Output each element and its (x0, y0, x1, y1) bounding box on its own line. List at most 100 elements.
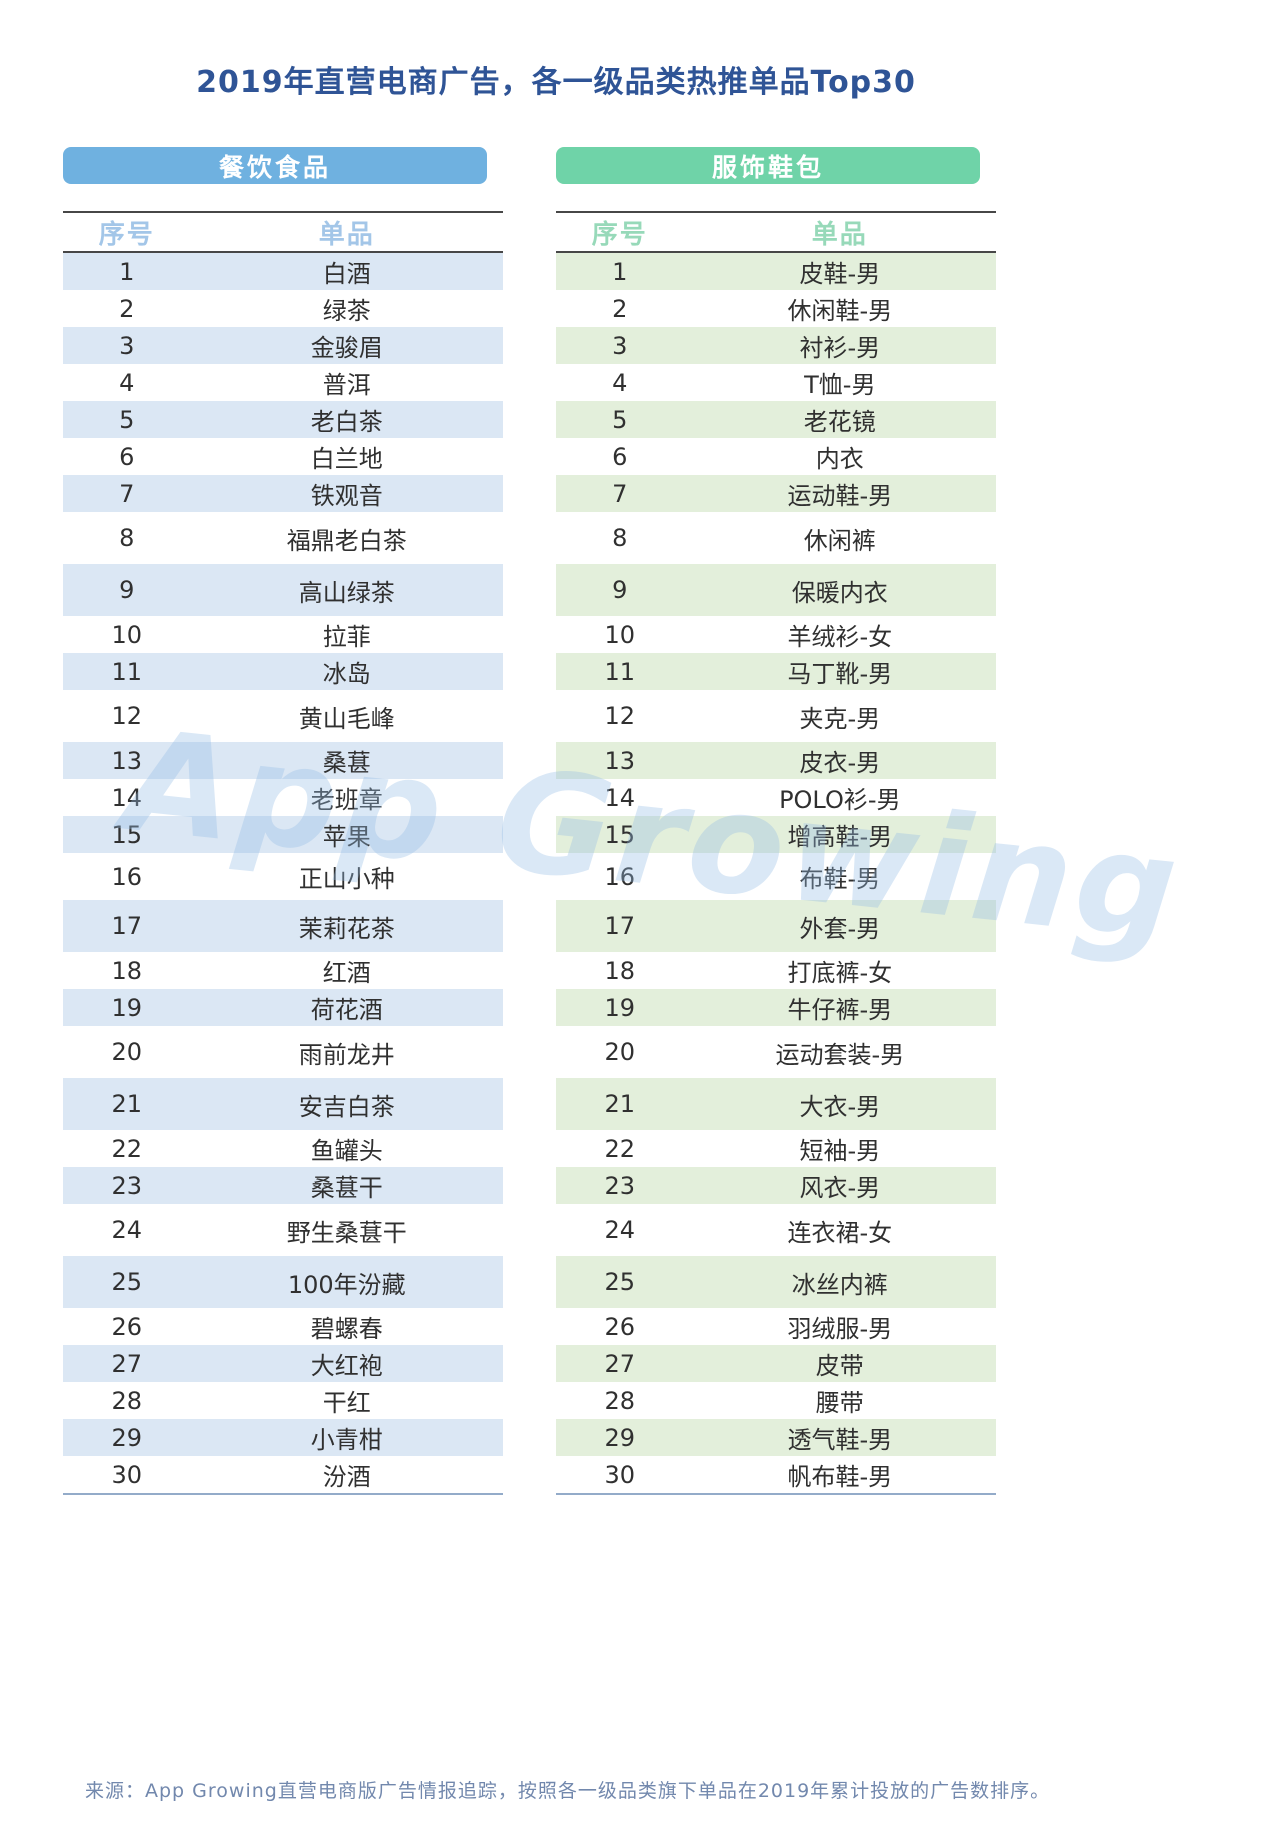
table-row: 28 干红 (63, 1382, 503, 1419)
item-cell: 黄山毛峰 (298, 704, 395, 733)
rank-cell: 12 (111, 702, 143, 730)
item-cell: 拉菲 (322, 623, 371, 651)
table-row: 12 黄山毛峰 (63, 690, 503, 742)
item-cell: 短袖-男 (799, 1137, 881, 1165)
item-cell: 鱼罐头 (310, 1137, 383, 1165)
rank-cell: 18 (604, 956, 636, 985)
apparel-table-section: 服饰鞋包 序号 单品 1 皮鞋-男 2 休闲鞋-男 3 衬衫-男 4 T恤-男 5 老花镜 6 内衣 7… (556, 147, 996, 1495)
table-row: 18 打底裤-女 (556, 952, 996, 989)
food-table-body: 1 白酒 2 绿茶 3 金骏眉 4 普洱 5 老白茶 6 白兰地 7 铁观音 8 福鼎老白茶 9 高山绿茶 10 拉菲… (63, 253, 503, 1495)
rank-cell: 9 (612, 576, 628, 604)
rank-cell: 24 (111, 1216, 143, 1244)
table-row: 30 汾酒 (63, 1456, 503, 1493)
rank-cell: 3 (612, 331, 628, 360)
rank-cell: 21 (604, 1090, 636, 1118)
rank-cell: 26 (604, 1312, 636, 1341)
table-row: 28 腰带 (556, 1382, 996, 1419)
item-cell: 100年汾藏 (287, 1270, 406, 1299)
rank-cell: 6 (119, 442, 135, 471)
table-row: 14 老班章 (63, 779, 503, 816)
rank-cell: 23 (604, 1171, 636, 1200)
item-cell: 铁观音 (310, 482, 383, 510)
item-cell: 牛仔裤-男 (787, 996, 893, 1024)
rank-cell: 24 (604, 1216, 636, 1244)
item-column-header: 单品 (318, 219, 375, 250)
rank-cell: 1 (612, 257, 628, 286)
item-cell: 夹克-男 (799, 704, 881, 733)
table-row: 13 桑葚 (63, 742, 503, 779)
rank-cell: 27 (604, 1349, 636, 1378)
item-cell: 马丁靴-男 (787, 660, 893, 688)
rank-cell: 19 (111, 993, 143, 1022)
rank-cell: 29 (604, 1423, 636, 1452)
rank-cell: 10 (111, 620, 143, 649)
rank-cell: 7 (612, 479, 628, 508)
table-row: 3 衬衫-男 (556, 327, 996, 364)
tables-container: 餐饮食品 序号 单品 1 白酒 2 绿茶 3 金骏眉 4 普洱 5 老白茶 6 白兰地 7 铁观音 8 福鼎老… (63, 147, 1280, 1495)
item-cell: 红酒 (322, 959, 371, 987)
table-row: 13 皮衣-男 (556, 742, 996, 779)
item-cell: 碧螺春 (310, 1315, 383, 1343)
source-note: 来源：App Growing直营电商版广告情报追踪，按照各一级品类旗下单品在20… (85, 1780, 1051, 1802)
rank-cell: 10 (604, 620, 636, 649)
item-cell: 正山小种 (298, 865, 395, 893)
table-row: 26 碧螺春 (63, 1308, 503, 1345)
rank-cell: 16 (111, 862, 143, 891)
table-row: 17 外套-男 (556, 900, 996, 952)
item-cell: 外套-男 (799, 914, 881, 943)
table-row: 18 红酒 (63, 952, 503, 989)
rank-cell: 11 (604, 657, 636, 686)
item-cell: 羽绒服-男 (787, 1315, 893, 1343)
table-row: 1 皮鞋-男 (556, 253, 996, 290)
item-cell: 风衣-男 (799, 1174, 881, 1202)
rank-cell: 20 (604, 1038, 636, 1066)
item-cell: 运动套装-男 (775, 1040, 905, 1069)
table-row: 27 皮带 (556, 1345, 996, 1382)
item-cell: 冰丝内裤 (791, 1270, 888, 1299)
rank-cell: 19 (604, 993, 636, 1022)
rank-cell: 2 (119, 294, 135, 323)
table-row: 17 茉莉花茶 (63, 900, 503, 952)
item-column-header: 单品 (811, 219, 868, 250)
item-cell: 腰带 (815, 1389, 864, 1417)
rank-column-header: 序号 (591, 219, 648, 250)
rank-column-header: 序号 (98, 219, 155, 250)
table-row: 11 马丁靴-男 (556, 653, 996, 690)
rank-cell: 15 (604, 820, 636, 849)
rank-cell: 13 (111, 746, 143, 775)
page-title: 2019年直营电商广告，各一级品类热推单品Top30 (196, 65, 916, 100)
item-cell: 连衣裙-女 (787, 1218, 893, 1247)
table-row: 12 夹克-男 (556, 690, 996, 742)
item-cell: 帆布鞋-男 (787, 1463, 893, 1491)
table-row: 6 白兰地 (63, 438, 503, 475)
table-row: 29 透气鞋-男 (556, 1419, 996, 1456)
item-cell: 茉莉花茶 (298, 914, 395, 943)
rank-cell: 26 (111, 1312, 143, 1341)
item-cell: 汾酒 (322, 1463, 371, 1491)
category-pill-food: 餐饮食品 (63, 147, 487, 184)
table-row: 23 风衣-男 (556, 1167, 996, 1204)
item-cell: 布鞋-男 (799, 865, 881, 893)
rank-cell: 1 (119, 257, 135, 286)
table-row: 2 休闲鞋-男 (556, 290, 996, 327)
table-row: 21 安吉白茶 (63, 1078, 503, 1130)
rank-cell: 3 (119, 331, 135, 360)
rank-cell: 14 (604, 783, 636, 812)
item-cell: 雨前龙井 (298, 1040, 395, 1069)
rank-cell: 8 (119, 524, 135, 552)
item-cell: 大红袍 (310, 1352, 383, 1380)
item-cell: 白酒 (322, 260, 371, 288)
item-cell: 增高鞋-男 (787, 823, 893, 851)
rank-cell: 16 (604, 862, 636, 891)
item-cell: 荷花酒 (310, 996, 383, 1024)
item-cell: 透气鞋-男 (787, 1426, 893, 1454)
table-row: 10 羊绒衫-女 (556, 616, 996, 653)
table-row: 21 大衣-男 (556, 1078, 996, 1130)
item-cell: 普洱 (322, 371, 371, 399)
table-row: 22 鱼罐头 (63, 1130, 503, 1167)
rank-cell: 9 (119, 576, 135, 604)
table-row: 5 老花镜 (556, 401, 996, 438)
table-row: 24 野生桑葚干 (63, 1204, 503, 1256)
rank-cell: 25 (604, 1268, 636, 1296)
table-row: 7 铁观音 (63, 475, 503, 512)
